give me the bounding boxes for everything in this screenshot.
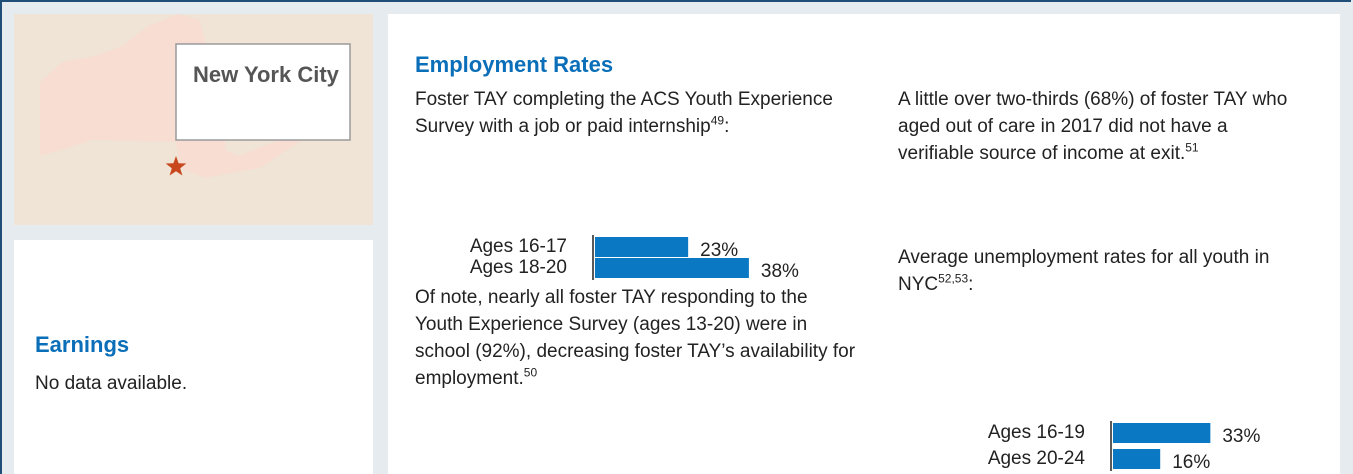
paragraph: Of note, nearly all foster TAY respondin… (415, 284, 855, 392)
value-label: 16% (1172, 452, 1210, 473)
paragraph: Average unemployment rates for all youth… (898, 244, 1308, 298)
footnote: 49 (710, 113, 725, 128)
footnote: 51 (1185, 140, 1199, 155)
category-label: Ages 20-24 (988, 448, 1086, 469)
paragraph: Foster TAY completing the ACS Youth Expe… (415, 86, 845, 140)
employment-title: Employment Rates (415, 52, 614, 77)
bar (1113, 423, 1211, 443)
paragraph: A little over two-thirds (68%) of foster… (898, 86, 1308, 167)
value-label: 23% (700, 240, 738, 261)
label-box (175, 43, 351, 141)
earnings-title: Earnings (35, 332, 130, 357)
bar (595, 237, 689, 257)
text: Of note, nearly all foster TAY respondin… (415, 287, 856, 389)
bar (595, 258, 749, 278)
text: Foster TAY completing the ACS Youth Expe… (415, 89, 833, 137)
text: : (968, 274, 974, 295)
footnote: 50 (523, 365, 538, 380)
bar (1113, 449, 1161, 469)
category-label: Ages 16-19 (988, 422, 1085, 443)
city-star (165, 156, 187, 176)
text: A little over two-thirds (68%) of foster… (898, 89, 1288, 164)
value-label: 33% (1222, 426, 1260, 447)
category-label: Ages 18-20 (470, 257, 567, 278)
category-label: Ages 16-17 (470, 236, 567, 257)
earnings-panel (14, 240, 373, 474)
employment-panel (388, 14, 1340, 474)
text: Average unemployment rates for all youth… (898, 247, 1270, 295)
footnote: 52,53 (938, 271, 969, 286)
text: : (724, 116, 730, 137)
location-label: New York City (193, 62, 339, 87)
value-label: 38% (761, 261, 799, 282)
earnings-text: No data available. (35, 373, 188, 394)
